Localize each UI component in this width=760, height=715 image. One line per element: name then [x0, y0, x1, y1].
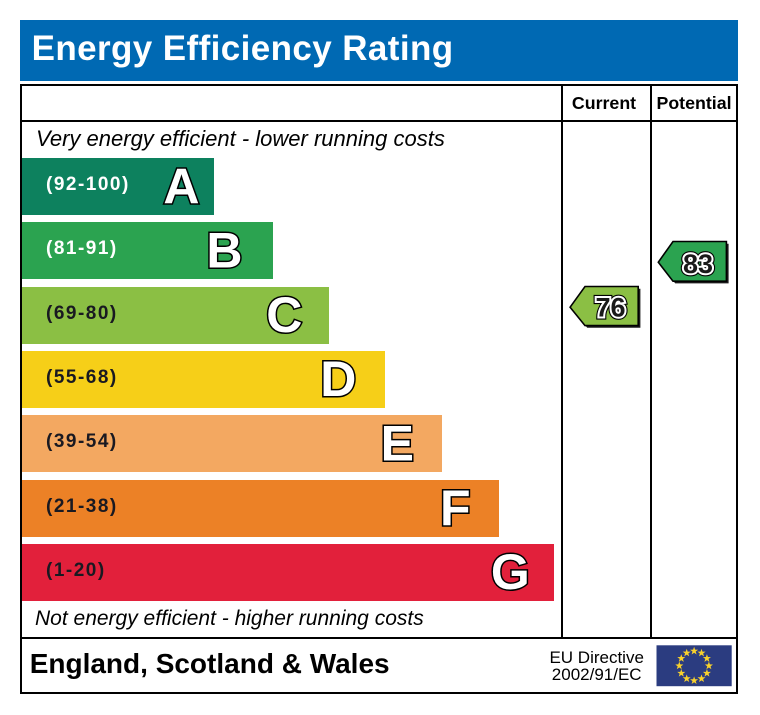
svg-text:83: 83 — [683, 249, 713, 279]
svg-text:D: D — [320, 351, 356, 407]
svg-text:B: B — [206, 223, 242, 279]
svg-text:A: A — [163, 158, 199, 214]
svg-text:76: 76 — [595, 293, 625, 323]
svg-text:76: 76 — [595, 293, 625, 323]
svg-text:C: C — [266, 287, 302, 343]
svg-text:76: 76 — [595, 293, 625, 323]
svg-text:G: G — [491, 544, 530, 600]
svg-text:E: E — [381, 416, 414, 472]
svg-text:83: 83 — [683, 249, 713, 279]
svg-text:83: 83 — [683, 249, 713, 279]
svg-text:F: F — [440, 480, 471, 536]
